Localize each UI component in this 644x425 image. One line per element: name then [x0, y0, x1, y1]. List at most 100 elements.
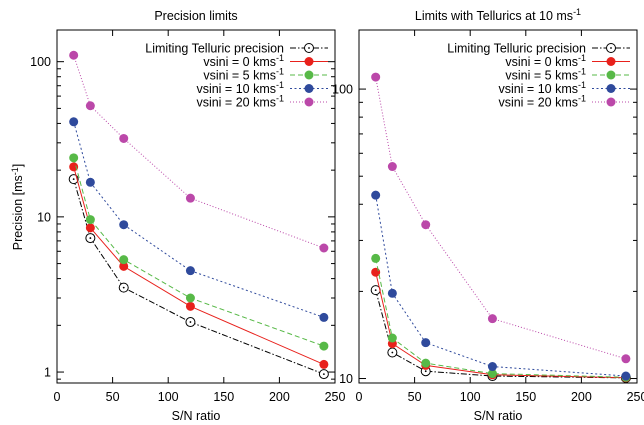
right-x-tick-label: 250 — [627, 390, 644, 404]
left-data-point — [119, 133, 129, 143]
right-data-point — [387, 333, 397, 343]
right-panel: Limits with Tellurics at 10 ms-1 0 50 100 1… — [332, 7, 644, 423]
left-series-line-3 — [73, 121, 325, 318]
right-data-point — [387, 162, 397, 172]
left-data-point — [319, 312, 329, 322]
right-x-tick-label: 100 — [460, 390, 481, 404]
left-series-line-1 — [73, 166, 325, 365]
left-legend-label: vsini = 20 kms-1 — [196, 94, 284, 110]
right-legend-label: Limiting Telluric precision — [447, 42, 586, 56]
right-x-tick-label: 150 — [515, 390, 536, 404]
left-legend-swatch-marker — [304, 57, 314, 66]
left-data-point-center — [322, 373, 325, 375]
left-legend-label: Limiting Telluric precision — [145, 42, 284, 56]
left-data-point — [319, 243, 329, 253]
left-y-axis-label-close: ] — [11, 164, 25, 167]
right-legend-label-sup: -1 — [578, 94, 586, 104]
right-legend-label-main: vsini = 20 kms — [498, 96, 578, 110]
left-chart-title: Precision limits — [154, 9, 237, 23]
right-data-point — [621, 354, 631, 364]
left-legend-label: vsini = 0 kms-1 — [203, 53, 284, 69]
left-data-point — [69, 153, 79, 163]
left-x-tick-label: 150 — [213, 390, 234, 404]
left-y-axis-label-main: Precision [ms — [11, 175, 25, 250]
left-data-point — [85, 215, 95, 225]
left-legend-label: vsini = 5 kms-1 — [203, 67, 284, 83]
right-data-point — [371, 72, 381, 82]
right-legend-swatch-marker — [606, 84, 616, 93]
right-chart-title: Limits with Tellurics at 10 ms-1 — [415, 7, 581, 23]
left-data-point-center — [189, 321, 192, 323]
right-data-point — [487, 369, 497, 379]
left-legend-swatch-marker — [304, 84, 314, 93]
right-chart-title-sup: -1 — [573, 7, 581, 17]
left-legend-swatch-marker-center — [308, 47, 310, 49]
left-data-point — [185, 301, 195, 311]
left-data-point — [69, 117, 79, 127]
right-x-tick-label: 0 — [356, 390, 363, 404]
left-data-point — [69, 162, 79, 172]
left-data-point — [119, 220, 129, 230]
right-legend-label: vsini = 5 kms-1 — [505, 67, 586, 83]
left-y-tick-label: 10 — [37, 210, 51, 224]
left-x-tick-label: 200 — [269, 390, 290, 404]
left-data-point — [185, 266, 195, 276]
right-plot-area: 0 50 100 150 200 250 10 100 Limiting Telluric pr… — [332, 30, 644, 404]
right-y-tick-label: 10 — [339, 372, 353, 386]
left-y-axis-label-sup: -1 — [10, 167, 20, 175]
right-legend-label: vsini = 10 kms-1 — [498, 80, 586, 96]
left-data-point — [119, 261, 129, 271]
right-data-point — [371, 253, 381, 263]
left-plot-frame — [56, 29, 336, 384]
right-data-point — [487, 362, 497, 372]
right-data-point — [371, 190, 381, 200]
left-x-tick-label: 50 — [106, 390, 120, 404]
right-series-line-2 — [375, 258, 626, 378]
right-plot-frame — [358, 29, 638, 384]
right-legend-swatch-marker-center — [610, 47, 612, 49]
left-legend-label-sup: -1 — [276, 94, 284, 104]
left-legend-label-main: vsini = 5 kms — [203, 69, 276, 83]
left-legend-swatch-marker — [304, 97, 314, 107]
left-data-point-center — [89, 237, 92, 239]
left-legend-label-sup: -1 — [276, 67, 284, 77]
right-data-point-center — [391, 351, 394, 354]
right-legend-label-main: vsini = 0 kms — [505, 55, 578, 69]
left-data-point-center — [122, 286, 125, 289]
left-x-tick-label: 100 — [158, 390, 179, 404]
left-legend-swatch-marker — [304, 70, 314, 80]
right-x-tick-label: 50 — [408, 390, 422, 404]
right-data-point — [421, 338, 431, 348]
right-legend-label-main: vsini = 10 kms — [498, 82, 578, 96]
left-x-tick-label: 250 — [325, 390, 346, 404]
left-data-point — [85, 177, 95, 187]
right-legend-swatch-marker — [606, 70, 616, 80]
left-data-point — [185, 193, 195, 203]
right-series-line-3 — [375, 195, 626, 377]
left-y-tick-label: 1 — [44, 366, 51, 380]
left-data-point — [319, 341, 329, 351]
left-legend-label-main: vsini = 0 kms — [203, 55, 276, 69]
left-y-tick-label: 100 — [30, 55, 51, 69]
left-data-point — [85, 101, 95, 111]
left-legend-label-sup: -1 — [276, 53, 284, 63]
right-data-point — [421, 358, 431, 368]
left-plot-area: 0 50 100 150 200 250 1 10 100 Limiting Telluric p… — [30, 30, 345, 404]
left-legend-label-main: Limiting Telluric precision — [145, 42, 284, 56]
right-data-point — [621, 371, 631, 381]
right-legend-swatch-marker — [606, 57, 616, 66]
right-x-tick-label: 200 — [571, 390, 592, 404]
left-data-point — [185, 293, 195, 303]
left-panel: Precision limits 0 50 100 150 200 250 1 10 100 Li… — [10, 9, 345, 423]
left-x-axis-label: S/N ratio — [172, 409, 221, 423]
left-data-point — [319, 359, 329, 369]
right-series-line-4 — [375, 77, 627, 360]
left-data-point-center — [72, 178, 75, 181]
right-data-point-center — [374, 289, 377, 292]
right-data-point-center — [424, 370, 427, 373]
left-legend-label-main: vsini = 20 kms — [196, 96, 276, 110]
right-data-point — [387, 288, 397, 298]
left-legend-label: vsini = 10 kms-1 — [196, 80, 284, 96]
right-legend-label-main: Limiting Telluric precision — [447, 42, 586, 56]
